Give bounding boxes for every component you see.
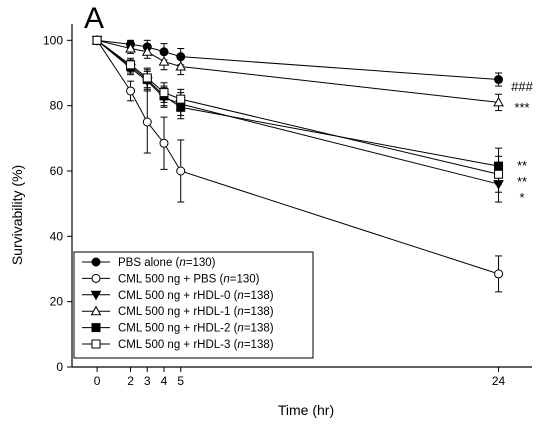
series-cml-500-ng-rhdl-3 <box>92 35 504 193</box>
legend-label: CML 500 ng + rHDL-1 (n=138) <box>118 306 274 318</box>
data-point <box>158 56 170 66</box>
x-tick-label: 24 <box>492 374 506 388</box>
y-tick-label: 80 <box>50 99 64 113</box>
data-point <box>175 60 187 71</box>
legend-marker <box>90 305 102 316</box>
chart-legend: PBS alone (n=130) CML 500 ng + PBS (n=130… <box>73 251 314 359</box>
y-tick-label: 0 <box>56 360 63 374</box>
legend-marker <box>91 323 101 333</box>
legend-label: PBS alone (n=130) <box>118 257 216 269</box>
series-line <box>96 39 499 175</box>
y-tick-label: 20 <box>50 295 64 309</box>
legend-entry: PBS alone (n=130) <box>82 257 216 269</box>
data-point <box>494 169 504 179</box>
x-tick-label: 5 <box>177 374 184 388</box>
chart-series <box>91 34 504 293</box>
series-line <box>96 40 499 275</box>
legend-entry: CML 500 ng + rHDL-1 (n=138) <box>82 305 274 318</box>
data-point <box>176 166 186 176</box>
legend-marker <box>91 257 101 267</box>
data-point <box>125 42 136 53</box>
legend-entry: CML 500 ng + PBS (n=130) <box>82 273 260 285</box>
data-point <box>142 73 152 83</box>
x-tick-label: 2 <box>127 374 134 388</box>
significance-marker: *** <box>514 100 529 115</box>
series-line <box>97 39 499 81</box>
data-point <box>141 46 153 56</box>
legend-label: CML 500 ng + rHDL-3 (n=138) <box>118 339 274 351</box>
chart-axes: 0 20 40 60 80 100 0 2 3 4 5 24 <box>43 24 532 388</box>
significance-marker: ** <box>517 158 527 173</box>
significance-marker: * <box>519 190 524 205</box>
y-tick-label: 40 <box>50 229 64 243</box>
legend-marker <box>91 339 101 349</box>
data-point <box>92 35 102 45</box>
significance-marker: ** <box>517 174 527 189</box>
legend-label: CML 500 ng + PBS (n=130) <box>118 273 260 285</box>
legend-marker <box>90 290 102 301</box>
legend-entry: CML 500 ng + rHDL-3 (n=138) <box>82 339 274 351</box>
data-point <box>159 138 169 148</box>
series-cml-500-ng-rhdl-0 <box>91 36 504 203</box>
series-line <box>96 39 499 167</box>
series-cml-500-ng-rhdl-1 <box>91 34 504 112</box>
legend-entry: CML 500 ng + rHDL-0 (n=138) <box>82 290 274 302</box>
legend-marker <box>91 273 101 283</box>
legend-box <box>73 251 314 359</box>
x-tick-label: 0 <box>94 374 101 388</box>
series-pbs-alone <box>92 35 504 87</box>
x-tick-label: 3 <box>144 374 151 388</box>
data-point <box>126 60 136 70</box>
legend-label: CML 500 ng + rHDL-0 (n=138) <box>118 290 274 302</box>
data-point <box>176 94 186 104</box>
panel-label: A <box>84 2 104 35</box>
data-point <box>494 269 504 279</box>
data-point <box>126 86 136 96</box>
data-point <box>494 75 504 85</box>
significance-marker: ### <box>511 79 533 94</box>
significance-annotations: ###******** <box>511 79 533 205</box>
series-line <box>96 39 499 103</box>
x-axis-label: Time (hr) <box>278 402 334 418</box>
data-point <box>159 88 169 98</box>
series-cml-500-ng-rhdl-2 <box>92 35 504 185</box>
x-tick-label: 4 <box>161 374 168 388</box>
series-line <box>96 39 499 185</box>
data-point <box>142 117 152 127</box>
y-tick-label: 60 <box>50 164 64 178</box>
data-point <box>493 96 504 107</box>
y-axis-label: Survivability (%) <box>9 165 25 265</box>
legend-entry: CML 500 ng + rHDL-2 (n=138) <box>82 323 274 335</box>
legend-label: CML 500 ng + rHDL-2 (n=138) <box>118 323 274 335</box>
y-tick-label: 100 <box>43 33 63 47</box>
